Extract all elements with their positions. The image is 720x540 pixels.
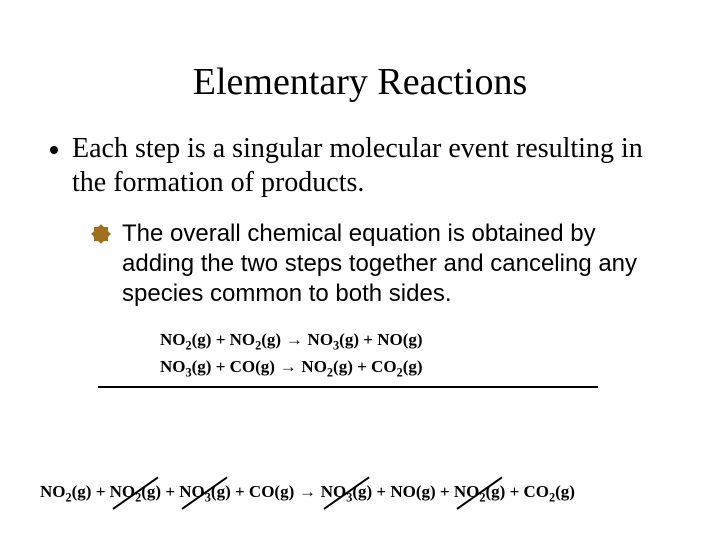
- hline-icon: [98, 386, 598, 388]
- equation-step-2: NO3(g) + CO(g) → NO2(g) + CO2(g): [160, 354, 670, 380]
- arrow-icon: →: [281, 330, 307, 349]
- equation-steps: NO2(g) + NO2(g) → NO3(g) + NO(g) NO3(g) …: [160, 327, 670, 380]
- bullet-level1: Each step is a singular molecular event …: [50, 132, 670, 199]
- bullet-level1-text: Each step is a singular molecular event …: [72, 132, 670, 199]
- sum-term-6: NO(g): [390, 482, 435, 502]
- sum-term-3-canceled: NO3(g): [179, 482, 230, 502]
- bullet-level2: The overall chemical equation is obtaine…: [94, 219, 670, 309]
- sum-term-4: CO(g): [249, 482, 294, 502]
- starburst-icon: [94, 227, 108, 241]
- sum-term-7-canceled: NO2(g): [454, 482, 505, 502]
- sum-term-8: CO2(g): [524, 482, 575, 502]
- sum-term-1: NO2(g): [40, 482, 91, 502]
- slide: Elementary Reactions Each step is a sing…: [0, 0, 720, 540]
- slide-title: Elementary Reactions: [50, 60, 670, 104]
- arrow-icon: →: [275, 357, 301, 376]
- equation-sum: NO2(g) + NO2(g) + NO3(g) + CO(g) → NO3(g…: [40, 482, 575, 502]
- equation-divider: [98, 386, 598, 388]
- arrow-icon: →: [294, 482, 320, 501]
- bullet-level2-text: The overall chemical equation is obtaine…: [122, 219, 670, 309]
- bullet-dot-icon: [50, 146, 58, 154]
- sum-term-5-canceled: NO3(g): [321, 482, 372, 502]
- sum-term-2-canceled: NO2(g): [110, 482, 161, 502]
- equation-step-1: NO2(g) + NO2(g) → NO3(g) + NO(g): [160, 327, 670, 353]
